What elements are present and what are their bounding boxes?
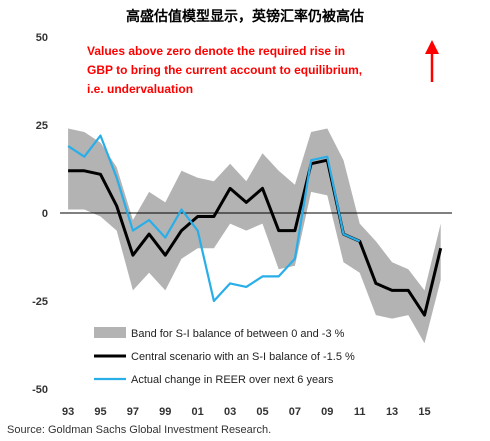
x-tick-label: 05 bbox=[256, 406, 268, 418]
x-tick-label: 09 bbox=[321, 406, 333, 418]
legend-label: Actual change in REER over next 6 years bbox=[131, 374, 334, 386]
band-layer bbox=[68, 128, 441, 344]
annotation-line: Values above zero denote the required ri… bbox=[87, 44, 345, 58]
x-tick-label: 97 bbox=[127, 406, 139, 418]
page-title: 高盛估值模型显示，英镑汇率仍被高估 bbox=[126, 9, 364, 25]
y-tick-label: 25 bbox=[36, 120, 48, 132]
x-tick-label: 07 bbox=[289, 406, 301, 418]
y-tick-label: 0 bbox=[42, 208, 48, 220]
up-arrow-head-icon bbox=[425, 40, 439, 54]
annotation-layer: Values above zero denote the required ri… bbox=[87, 44, 362, 96]
annotation-line: i.e. undervaluation bbox=[87, 82, 193, 96]
legend-item-actual: Actual change in REER over next 6 years bbox=[94, 374, 334, 386]
series-layer bbox=[67, 134, 443, 317]
x-tick-label: 15 bbox=[418, 406, 430, 418]
y-tick-label: -25 bbox=[32, 296, 48, 308]
central-scenario-line bbox=[68, 158, 443, 317]
x-tick-label: 93 bbox=[62, 406, 74, 418]
legend: Band for S-I balance of between 0 and -3… bbox=[94, 327, 355, 386]
x-tick-label: 99 bbox=[159, 406, 171, 418]
source-note: Source: Goldman Sachs Global Investment … bbox=[7, 424, 272, 436]
band-area bbox=[68, 128, 441, 344]
legend-item-band: Band for S-I balance of between 0 and -3… bbox=[94, 327, 345, 340]
actual-reer-line bbox=[67, 134, 361, 303]
x-tick-label: 13 bbox=[386, 406, 398, 418]
x-tick-label: 01 bbox=[192, 406, 204, 418]
legend-item-central: Central scenario with an S-I balance of … bbox=[94, 351, 355, 363]
arrow-layer bbox=[425, 40, 439, 82]
x-tick-label: 03 bbox=[224, 406, 236, 418]
legend-label: Central scenario with an S-I balance of … bbox=[131, 351, 355, 363]
legend-label: Band for S-I balance of between 0 and -3… bbox=[131, 328, 345, 340]
axis-layer: 50 25 0 -25 -50 93 95 97 99 01 03 05 07 09 11 13 15 bbox=[32, 32, 430, 418]
annotation-line: GBP to bring the current account to equi… bbox=[87, 63, 362, 77]
y-tick-label: 50 bbox=[36, 32, 48, 44]
x-tick-label: 11 bbox=[354, 406, 366, 418]
x-tick-label: 95 bbox=[94, 406, 106, 418]
legend-swatch bbox=[94, 327, 126, 338]
y-tick-label: -50 bbox=[32, 384, 48, 396]
